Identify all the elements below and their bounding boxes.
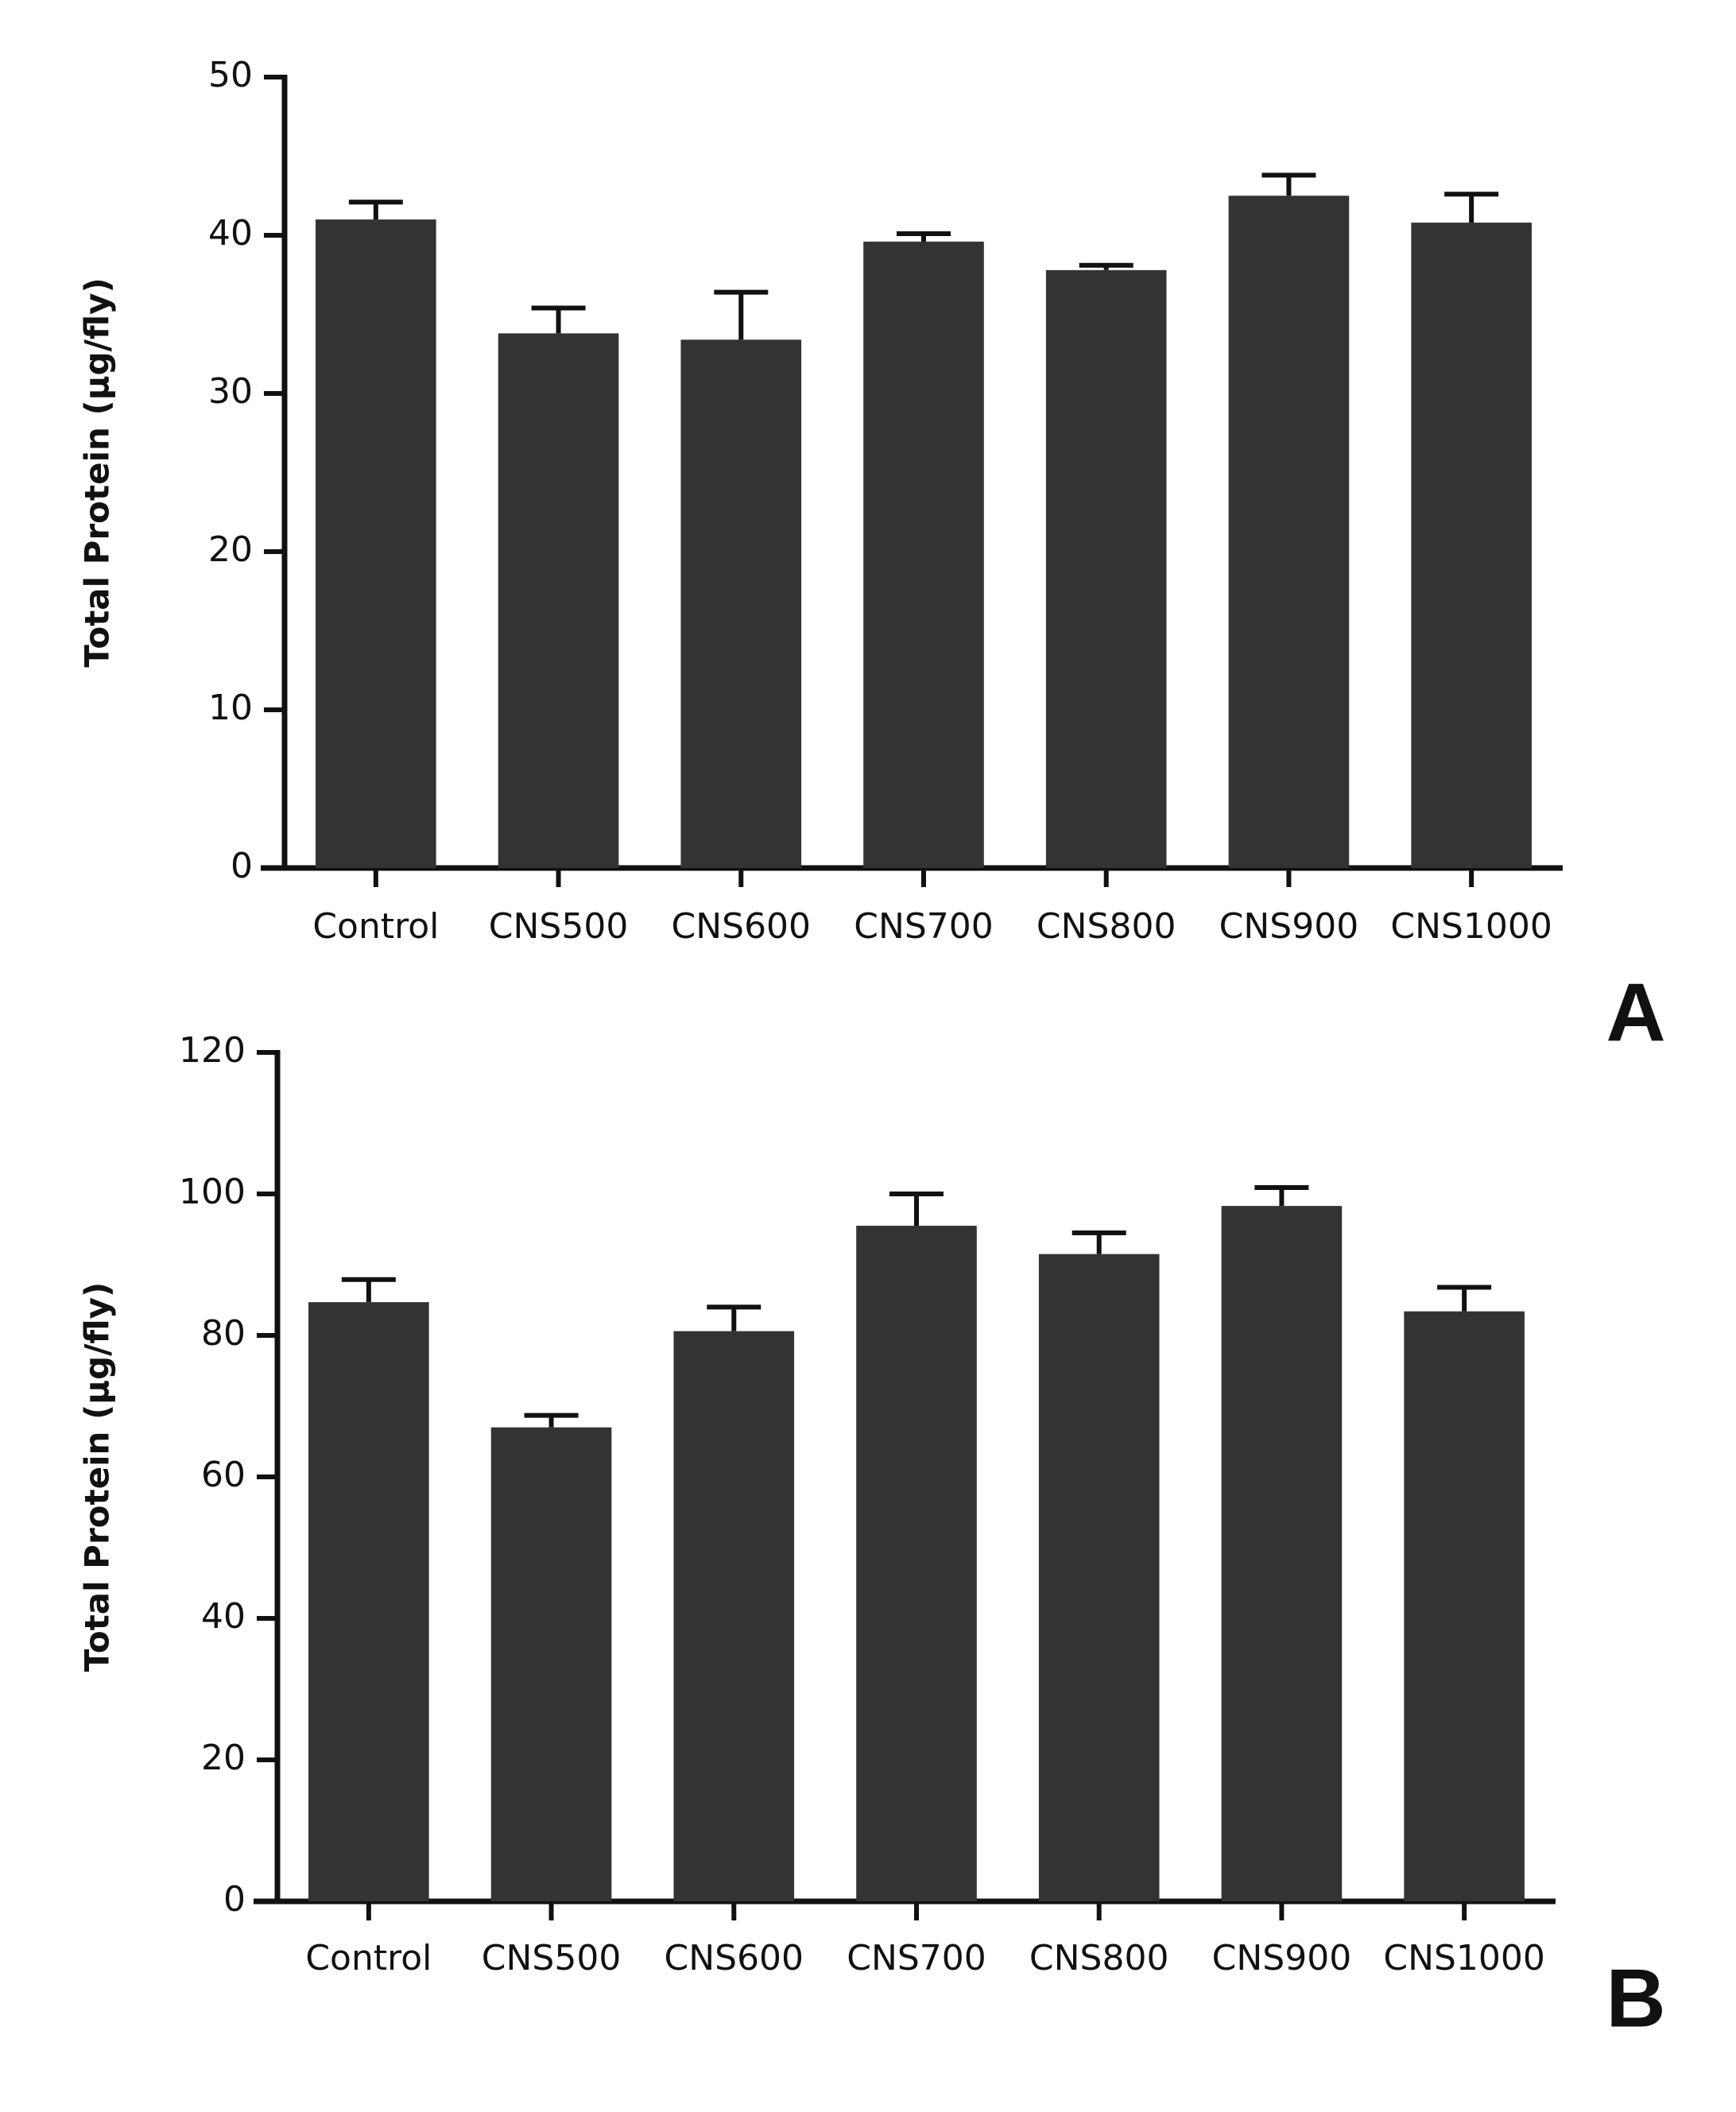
x-tick-label: CNS900 [1219,906,1359,947]
y-tick-label: 80 [201,1313,246,1354]
bar [1404,1311,1525,1901]
y-tick-label: 40 [201,1596,246,1637]
y-tick-label: 30 [208,371,253,412]
x-tick-label: CNS700 [847,1938,986,1978]
y-tick-label: 20 [201,1738,246,1778]
bar [490,1427,612,1901]
x-tick-label: Control [312,906,439,947]
bar [1228,196,1350,868]
bar [680,339,802,869]
bar [1045,269,1167,868]
y-axis-label: Total Protein (µg/fly) [78,1282,117,1672]
bar [1221,1206,1343,1901]
bar [863,241,984,869]
x-tick-label: CNS1000 [1383,1938,1545,1978]
bar [308,1302,429,1901]
y-tick-label: 60 [201,1455,246,1495]
y-tick-label: 10 [208,688,253,728]
x-tick-label: CNS500 [482,1938,622,1978]
panel-label: A [1606,967,1665,1059]
bar [673,1331,795,1901]
x-tick-label: CNS600 [672,906,812,947]
bar [1411,223,1532,869]
x-tick-label: CNS900 [1212,1938,1352,1978]
bar [498,333,619,868]
y-axis-label: Total Protein (µg/fly) [78,277,117,667]
y-tick-label: 0 [231,846,253,886]
y-tick-label: 120 [179,1030,246,1071]
y-tick-label: 20 [208,529,253,570]
x-tick-label: CNS700 [854,906,994,947]
bar [856,1226,977,1901]
y-tick-label: 40 [208,213,253,254]
panel-label: B [1606,1952,1665,2044]
x-tick-label: CNS800 [1029,1938,1169,1978]
x-tick-label: CNS800 [1037,906,1176,947]
bar [316,219,436,869]
y-tick-label: 0 [223,1879,246,1920]
y-tick-label: 100 [179,1172,246,1212]
y-tick-label: 50 [208,55,253,95]
x-tick-label: CNS1000 [1390,906,1552,947]
x-tick-label: Control [305,1938,432,1978]
bar [1038,1254,1160,1901]
x-tick-label: CNS600 [665,1938,804,1978]
x-tick-label: CNS500 [489,906,629,947]
